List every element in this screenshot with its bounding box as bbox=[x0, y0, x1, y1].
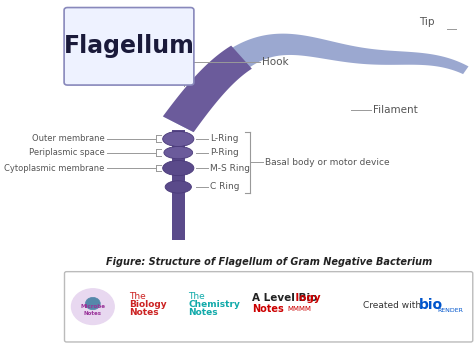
FancyBboxPatch shape bbox=[64, 8, 194, 85]
Text: RENDER: RENDER bbox=[437, 308, 463, 313]
Text: Filament: Filament bbox=[374, 105, 418, 115]
Text: Notes: Notes bbox=[252, 304, 284, 314]
Text: Notes: Notes bbox=[189, 308, 218, 317]
Text: Cytoplasmic membrane: Cytoplasmic membrane bbox=[4, 164, 105, 173]
Text: Flagellum: Flagellum bbox=[64, 34, 194, 58]
Ellipse shape bbox=[163, 161, 194, 176]
Text: Basal body or motor device: Basal body or motor device bbox=[265, 158, 390, 167]
Text: L-Ring: L-Ring bbox=[210, 134, 238, 143]
Text: Hook: Hook bbox=[263, 57, 289, 67]
Polygon shape bbox=[163, 46, 252, 132]
Text: Microbe: Microbe bbox=[81, 304, 105, 309]
Polygon shape bbox=[164, 34, 468, 132]
Text: The: The bbox=[129, 292, 146, 301]
Text: Outer membrane: Outer membrane bbox=[32, 134, 105, 143]
Circle shape bbox=[85, 297, 100, 310]
Text: Figure: Structure of Flagellum of Gram Negative Bacterium: Figure: Structure of Flagellum of Gram N… bbox=[106, 257, 432, 268]
Text: Created with: Created with bbox=[363, 301, 421, 310]
Polygon shape bbox=[172, 130, 185, 240]
Text: C Ring: C Ring bbox=[210, 182, 239, 191]
Ellipse shape bbox=[163, 131, 194, 146]
Text: Notes: Notes bbox=[129, 308, 159, 317]
FancyBboxPatch shape bbox=[64, 272, 473, 342]
Text: M-S Ring: M-S Ring bbox=[210, 164, 250, 173]
Text: Tip: Tip bbox=[419, 17, 435, 27]
Ellipse shape bbox=[164, 146, 192, 159]
Text: The: The bbox=[189, 292, 205, 301]
Text: Biology: Biology bbox=[129, 300, 167, 309]
Text: Chemistry: Chemistry bbox=[189, 300, 240, 309]
Text: A Level Bio: A Level Bio bbox=[252, 293, 318, 304]
Text: bio: bio bbox=[419, 298, 443, 312]
Text: Periplasmic space: Periplasmic space bbox=[29, 148, 105, 157]
Circle shape bbox=[72, 289, 114, 324]
Text: logy: logy bbox=[252, 293, 321, 304]
Ellipse shape bbox=[165, 181, 191, 193]
Text: Notes: Notes bbox=[84, 311, 102, 316]
Text: P-Ring: P-Ring bbox=[210, 148, 238, 157]
Text: MMMM: MMMM bbox=[287, 306, 311, 312]
